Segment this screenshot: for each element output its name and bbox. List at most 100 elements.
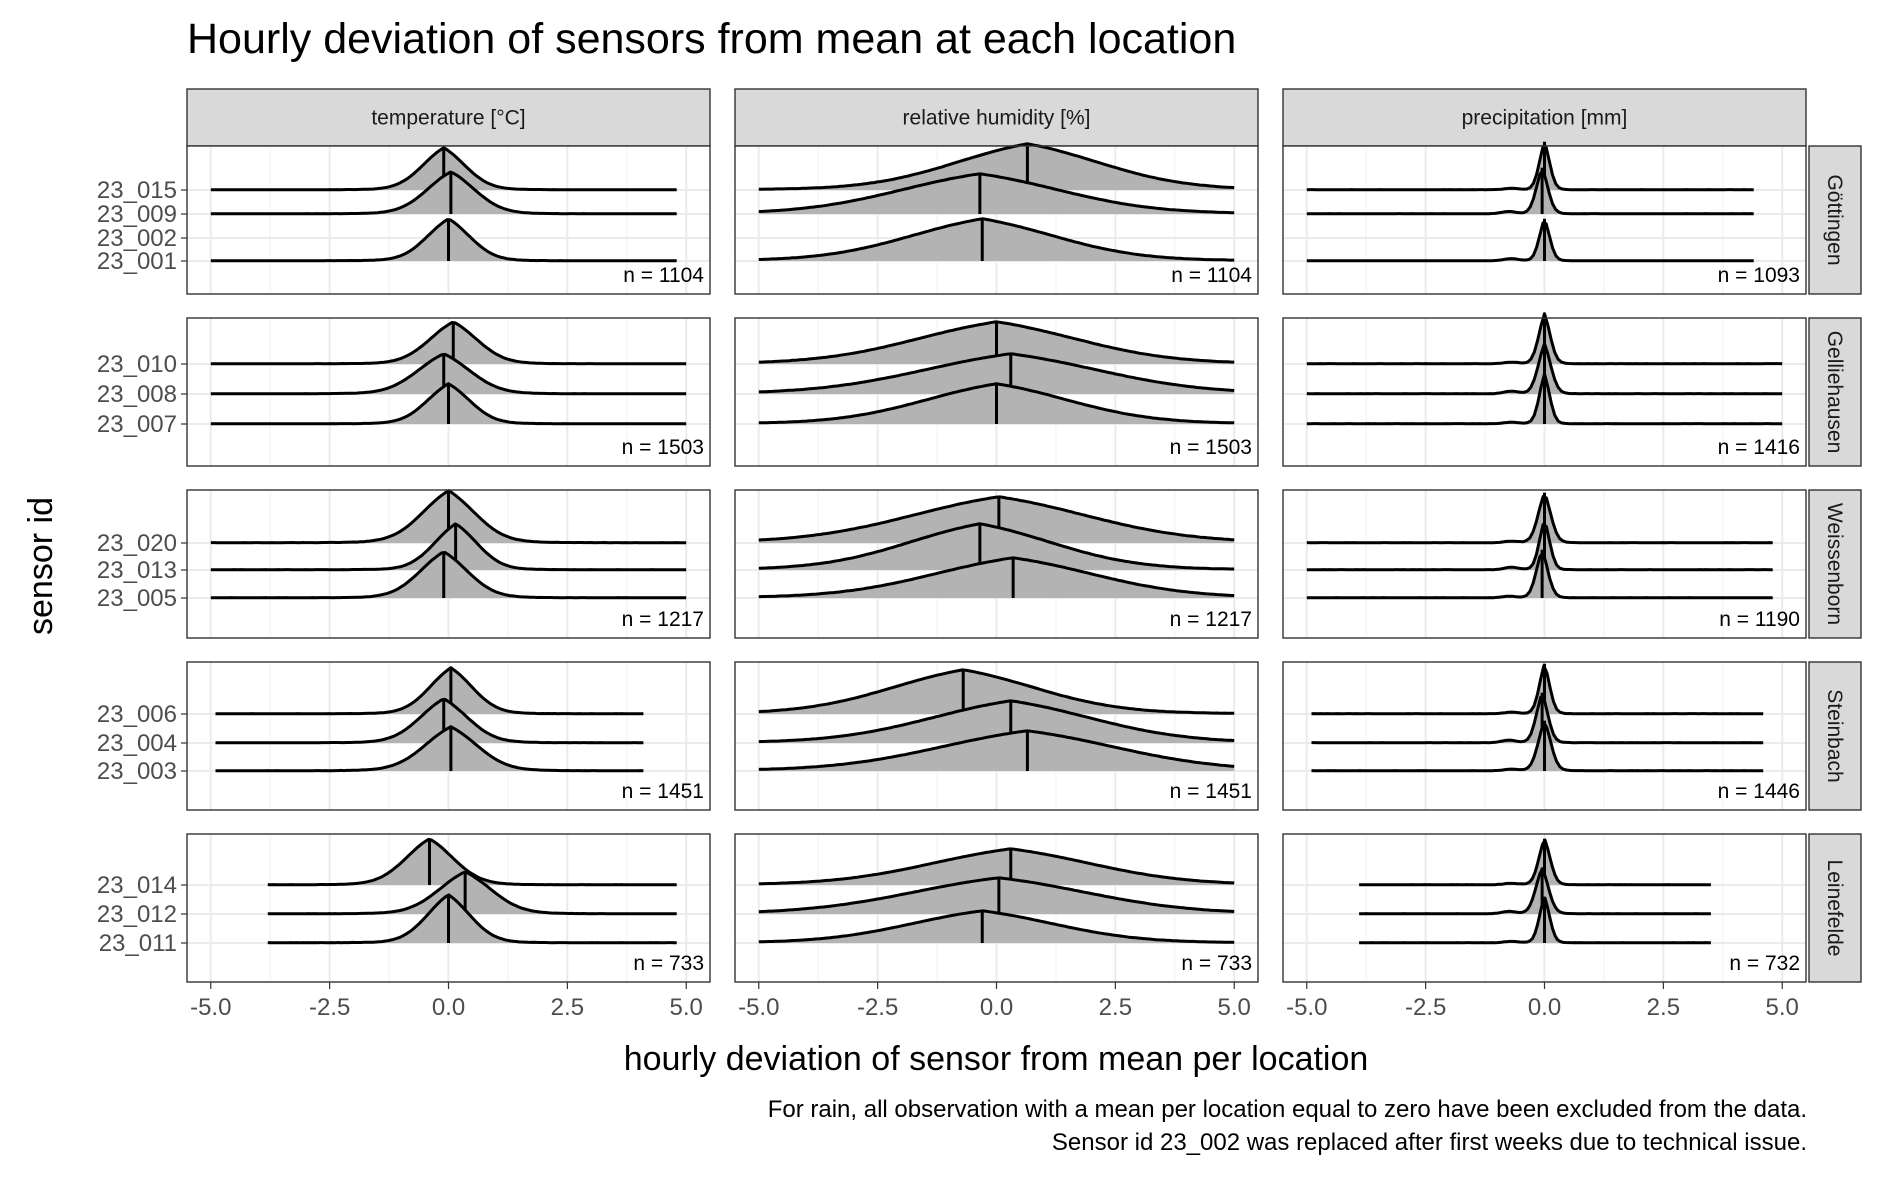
chart-title: Hourly deviation of sensors from mean at…: [187, 15, 1236, 63]
density-area-23_012: [758, 877, 1235, 914]
row-strip-box: [1808, 145, 1862, 295]
density-line-23_004: [758, 699, 1235, 744]
row-strip-box: [1808, 833, 1862, 983]
density-area-23_010: [210, 322, 687, 364]
sample-size-label: n = 1190: [1719, 608, 1800, 631]
panel-border: [186, 145, 711, 295]
facet-panel: n = 1104: [734, 142, 1259, 295]
x-tick-label: -2.5: [1405, 994, 1446, 1021]
density-line-23_003: [1311, 720, 1764, 773]
sample-size-label: n = 1217: [622, 608, 704, 631]
density-line-23_008: [210, 352, 687, 396]
facet-panel: n = 733: [186, 833, 711, 983]
x-axes: -5.0 -2.5 0.0 2.5 5.0 -5.0 -2.5 0.0 2.5 5.0 -5.0 -2…: [190, 982, 1799, 1021]
sample-size-label: n = 1503: [622, 436, 704, 459]
density-area-23_004: [1311, 697, 1764, 743]
sample-size-label: n = 1503: [1170, 436, 1252, 459]
y-tick-label: 23_003: [97, 758, 177, 785]
density-line-23_012: [758, 876, 1235, 914]
facet-panel: n = 1093: [1282, 141, 1807, 295]
sample-size-label: n = 733: [633, 952, 704, 975]
density-area-23_013: [758, 523, 1235, 570]
row-strip-box: [1808, 661, 1862, 811]
column-strip-label: relative humidity [%]: [903, 107, 1091, 130]
facet-panel: n = 732: [1282, 833, 1807, 983]
density-line-23_015: [210, 146, 677, 192]
x-tick-label: 2.5: [551, 994, 584, 1021]
sample-size-label: n = 1451: [1170, 780, 1252, 803]
x-tick-label: -5.0: [738, 994, 779, 1021]
facet-panel: n = 1446: [1282, 661, 1807, 811]
density-line-23_020: [758, 495, 1235, 542]
density-line-23_006: [215, 666, 644, 716]
x-tick-label: -2.5: [309, 994, 350, 1021]
x-tick-label: -2.5: [857, 994, 898, 1021]
column-strip-box: [1282, 88, 1807, 147]
y-tick-label: 23_009: [97, 201, 177, 228]
column-strip-box: [734, 88, 1259, 147]
y-tick-label: 23_012: [97, 901, 177, 928]
row-strip-label: Steinbach: [1823, 689, 1846, 782]
density-line-23_014: [758, 847, 1235, 886]
caption-line-2: Sensor id 23_002 was replaced after firs…: [1052, 1129, 1807, 1156]
row-strip-label: Weissenborn: [1823, 503, 1846, 625]
density-area-23_001: [758, 218, 1235, 261]
sample-size-label: n = 732: [1729, 952, 1800, 975]
density-area-23_020: [758, 496, 1235, 543]
panel-border: [734, 489, 1259, 639]
facet-panels: n = 1104 n = 1104 n = 1093 n = 1503 n = 1503…: [186, 141, 1807, 983]
y-tick-label: 23_011: [99, 930, 177, 957]
row-strip-box: [1808, 317, 1862, 467]
density-line-23_004: [1311, 695, 1764, 745]
x-tick-label: 5.0: [1766, 994, 1799, 1021]
x-tick-label: 0.0: [432, 994, 465, 1021]
density-line-23_013: [1306, 523, 1773, 572]
density-line-23_007: [210, 382, 687, 426]
density-line-23_020: [1306, 495, 1773, 545]
density-area-23_012: [267, 872, 677, 914]
density-line-23_015: [758, 142, 1235, 191]
row-strip-box: [1808, 489, 1862, 639]
density-line-23_005: [758, 556, 1235, 599]
y-tick-label: 23_015: [97, 177, 177, 204]
density-line-23_008: [1306, 342, 1783, 396]
facet-panel: n = 1451: [734, 661, 1259, 811]
y-tick-label: 23_002: [97, 225, 177, 252]
density-line-23_003: [758, 729, 1235, 771]
density-line-23_010: [210, 321, 687, 366]
density-line-23_007: [758, 382, 1235, 425]
density-area-23_003: [215, 726, 644, 771]
density-line-23_009: [210, 170, 677, 216]
panel-border: [1282, 317, 1807, 467]
y-tick-label: 23_004: [97, 730, 177, 757]
density-line-23_009: [1306, 168, 1754, 216]
density-line-23_005: [210, 551, 687, 600]
density-line-23_011: [758, 909, 1235, 944]
panel-border: [186, 661, 711, 811]
row-strip-label: Leinefelde: [1823, 860, 1846, 957]
column-strip-label: temperature [°C]: [371, 107, 525, 130]
y-tick-label: 23_020: [97, 530, 177, 557]
sample-size-label: n = 1104: [1171, 264, 1252, 287]
sample-size-label: n = 1093: [1718, 264, 1800, 287]
sample-size-label: n = 1446: [1718, 780, 1800, 803]
x-tick-label: 2.5: [1099, 994, 1132, 1021]
density-area-23_004: [215, 699, 644, 743]
facet-panel: n = 1503: [734, 317, 1259, 467]
sample-size-label: n = 1217: [1170, 608, 1252, 631]
density-line-23_009: [758, 172, 1235, 215]
sample-size-label: n = 733: [1181, 952, 1252, 975]
density-line-23_012: [267, 870, 677, 916]
panel-border: [186, 489, 711, 639]
y-tick-label: 23_006: [97, 701, 177, 728]
y-tick-label: 23_005: [97, 585, 177, 612]
x-tick-label: 5.0: [670, 994, 703, 1021]
density-area-23_006: [758, 669, 1235, 714]
y-tick-label: 23_007: [97, 411, 177, 438]
density-area-23_006: [215, 667, 644, 714]
panel-border: [734, 661, 1259, 811]
row-strips: Göttingen Gelliehausen Weissenborn Steinbac…: [1808, 145, 1862, 983]
x-tick-label: -5.0: [190, 994, 231, 1021]
